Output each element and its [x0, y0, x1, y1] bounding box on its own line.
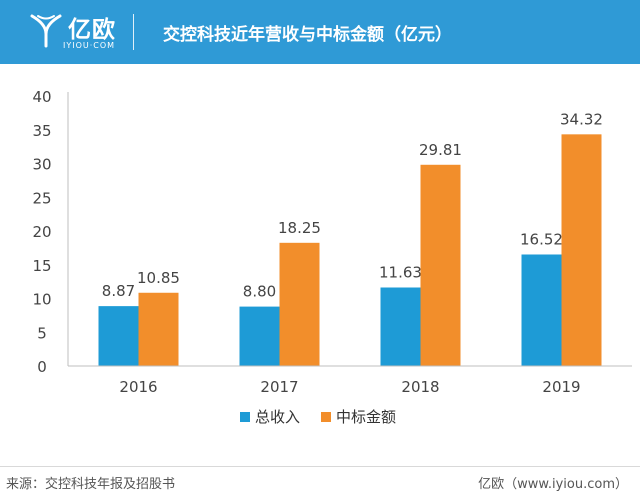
x-tick-label: 2017 [260, 378, 298, 396]
data-label: 29.81 [419, 141, 462, 159]
legend: 总收入 中标金额 [240, 408, 396, 426]
bar-revenue [98, 306, 139, 366]
legend-swatch [240, 412, 250, 422]
y-tick-label: 25 [32, 189, 51, 207]
data-label: 8.87 [102, 282, 135, 300]
legend-label: 中标金额 [336, 408, 396, 426]
iyiou-logo-icon [30, 14, 62, 48]
y-tick-label: 15 [32, 257, 51, 275]
y-tick-label: 40 [32, 88, 51, 106]
y-tick-label: 10 [32, 291, 51, 309]
data-label: 34.32 [560, 110, 603, 128]
legend-swatch [321, 412, 331, 422]
x-tick-label: 2019 [542, 378, 580, 396]
y-tick-label: 35 [32, 122, 51, 140]
bar-bid-amount [420, 164, 461, 366]
y-tick-label: 20 [32, 223, 51, 241]
data-label: 18.25 [278, 219, 321, 237]
x-tick-label: 2016 [119, 378, 157, 396]
header-divider [133, 14, 134, 50]
data-label: 8.80 [243, 283, 276, 301]
data-label: 10.85 [137, 269, 180, 287]
header-bar: 亿欧 IYIOU·COM 交控科技近年营收与中标金额（亿元） [0, 0, 640, 64]
data-label: 16.52 [520, 230, 563, 248]
bar-bid-amount [561, 134, 602, 366]
y-tick-label: 30 [32, 156, 51, 174]
chart-title: 交控科技近年营收与中标金额（亿元） [163, 25, 452, 45]
bar-bid-amount [279, 242, 320, 366]
y-tick-label: 5 [37, 324, 47, 342]
legend-label: 总收入 [255, 408, 300, 426]
bar-revenue [239, 306, 280, 366]
footer-divider [0, 466, 640, 467]
y-axis: 0 5 10 15 20 25 30 35 40 [32, 88, 69, 376]
x-axis: 2016 2017 2018 2019 [68, 365, 632, 396]
bar-revenue [521, 254, 562, 366]
bar-revenue [380, 287, 421, 366]
y-tick-label: 0 [37, 358, 47, 376]
data-label: 11.63 [379, 263, 422, 281]
brand-name: 亿欧 [68, 17, 116, 43]
source-note: 来源：交控科技年报及招股书 [6, 477, 176, 492]
brand-subtitle: IYIOU·COM [63, 41, 116, 50]
x-tick-label: 2018 [401, 378, 439, 396]
credit-note: 亿欧（www.iyiou.com） [478, 477, 628, 492]
bar-bid-amount [138, 292, 179, 366]
